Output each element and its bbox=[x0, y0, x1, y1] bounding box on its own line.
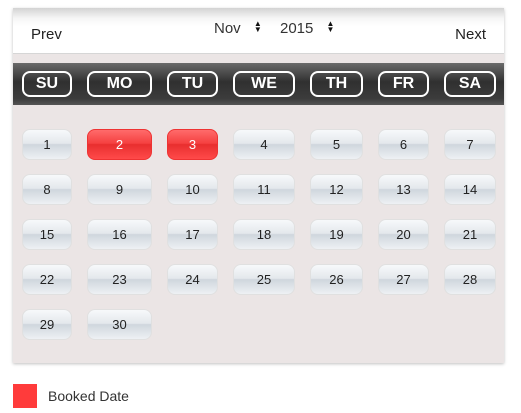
calendar-day[interactable]: 7 bbox=[444, 129, 496, 160]
calendar-day[interactable]: 20 bbox=[378, 219, 429, 250]
prev-month-button[interactable]: Prev bbox=[31, 26, 62, 43]
month-select-value: Nov bbox=[214, 20, 241, 37]
calendar-day[interactable]: 25 bbox=[233, 264, 295, 295]
calendar-day[interactable]: 6 bbox=[378, 129, 429, 160]
sort-arrows-icon: ▲ ▼ bbox=[326, 19, 335, 35]
weekday-label: FR bbox=[378, 71, 429, 97]
calendar-day-booked[interactable]: 2 bbox=[87, 129, 152, 160]
calendar-day[interactable]: 27 bbox=[378, 264, 429, 295]
year-select-value: 2015 bbox=[280, 20, 314, 37]
booking-calendar: Prev Nov ▲ ▼ 2015 ▲ ▼ Next SU MO TU WE TH … bbox=[13, 8, 504, 363]
calendar-day[interactable]: 28 bbox=[444, 264, 496, 295]
booked-date-swatch bbox=[13, 384, 37, 408]
calendar-header: Prev Nov ▲ ▼ 2015 ▲ ▼ Next bbox=[13, 8, 504, 54]
calendar-day[interactable]: 22 bbox=[22, 264, 72, 295]
calendar-day[interactable]: 17 bbox=[167, 219, 218, 250]
calendar-day[interactable]: 13 bbox=[378, 174, 429, 205]
legend: Booked Date bbox=[13, 384, 129, 408]
calendar-day[interactable]: 11 bbox=[233, 174, 295, 205]
weekday-label: TH bbox=[310, 71, 363, 97]
year-select[interactable]: 2015 ▲ ▼ bbox=[280, 20, 334, 37]
next-month-button[interactable]: Next bbox=[455, 26, 486, 43]
calendar-day[interactable]: 24 bbox=[167, 264, 218, 295]
calendar-day[interactable]: 14 bbox=[444, 174, 496, 205]
calendar-day[interactable]: 5 bbox=[310, 129, 363, 160]
weekday-label: SA bbox=[444, 71, 496, 97]
calendar-day-booked[interactable]: 3 bbox=[167, 129, 218, 160]
calendar-day[interactable]: 26 bbox=[310, 264, 363, 295]
calendar-day[interactable]: 12 bbox=[310, 174, 363, 205]
calendar-day[interactable]: 9 bbox=[87, 174, 152, 205]
booked-date-legend-label: Booked Date bbox=[48, 388, 129, 404]
weekday-header-row: SU MO TU WE TH FR SA bbox=[13, 63, 504, 105]
calendar-day[interactable]: 29 bbox=[22, 309, 72, 340]
weekday-label: TU bbox=[167, 71, 218, 97]
calendar-day[interactable]: 4 bbox=[233, 129, 295, 160]
calendar-day[interactable]: 15 bbox=[22, 219, 72, 250]
weekday-label: MO bbox=[87, 71, 152, 97]
weekday-label: SU bbox=[22, 71, 72, 97]
calendar-day[interactable]: 18 bbox=[233, 219, 295, 250]
calendar-day[interactable]: 21 bbox=[444, 219, 496, 250]
calendar-day[interactable]: 30 bbox=[87, 309, 152, 340]
calendar-day[interactable]: 10 bbox=[167, 174, 218, 205]
calendar-day[interactable]: 1 bbox=[22, 129, 72, 160]
calendar-day[interactable]: 19 bbox=[310, 219, 363, 250]
calendar-day[interactable]: 16 bbox=[87, 219, 152, 250]
calendar-day[interactable]: 8 bbox=[22, 174, 72, 205]
month-select[interactable]: Nov ▲ ▼ bbox=[214, 20, 262, 37]
weekday-label: WE bbox=[233, 71, 295, 97]
sort-arrows-icon: ▲ ▼ bbox=[253, 19, 262, 35]
calendar-day[interactable]: 23 bbox=[87, 264, 152, 295]
